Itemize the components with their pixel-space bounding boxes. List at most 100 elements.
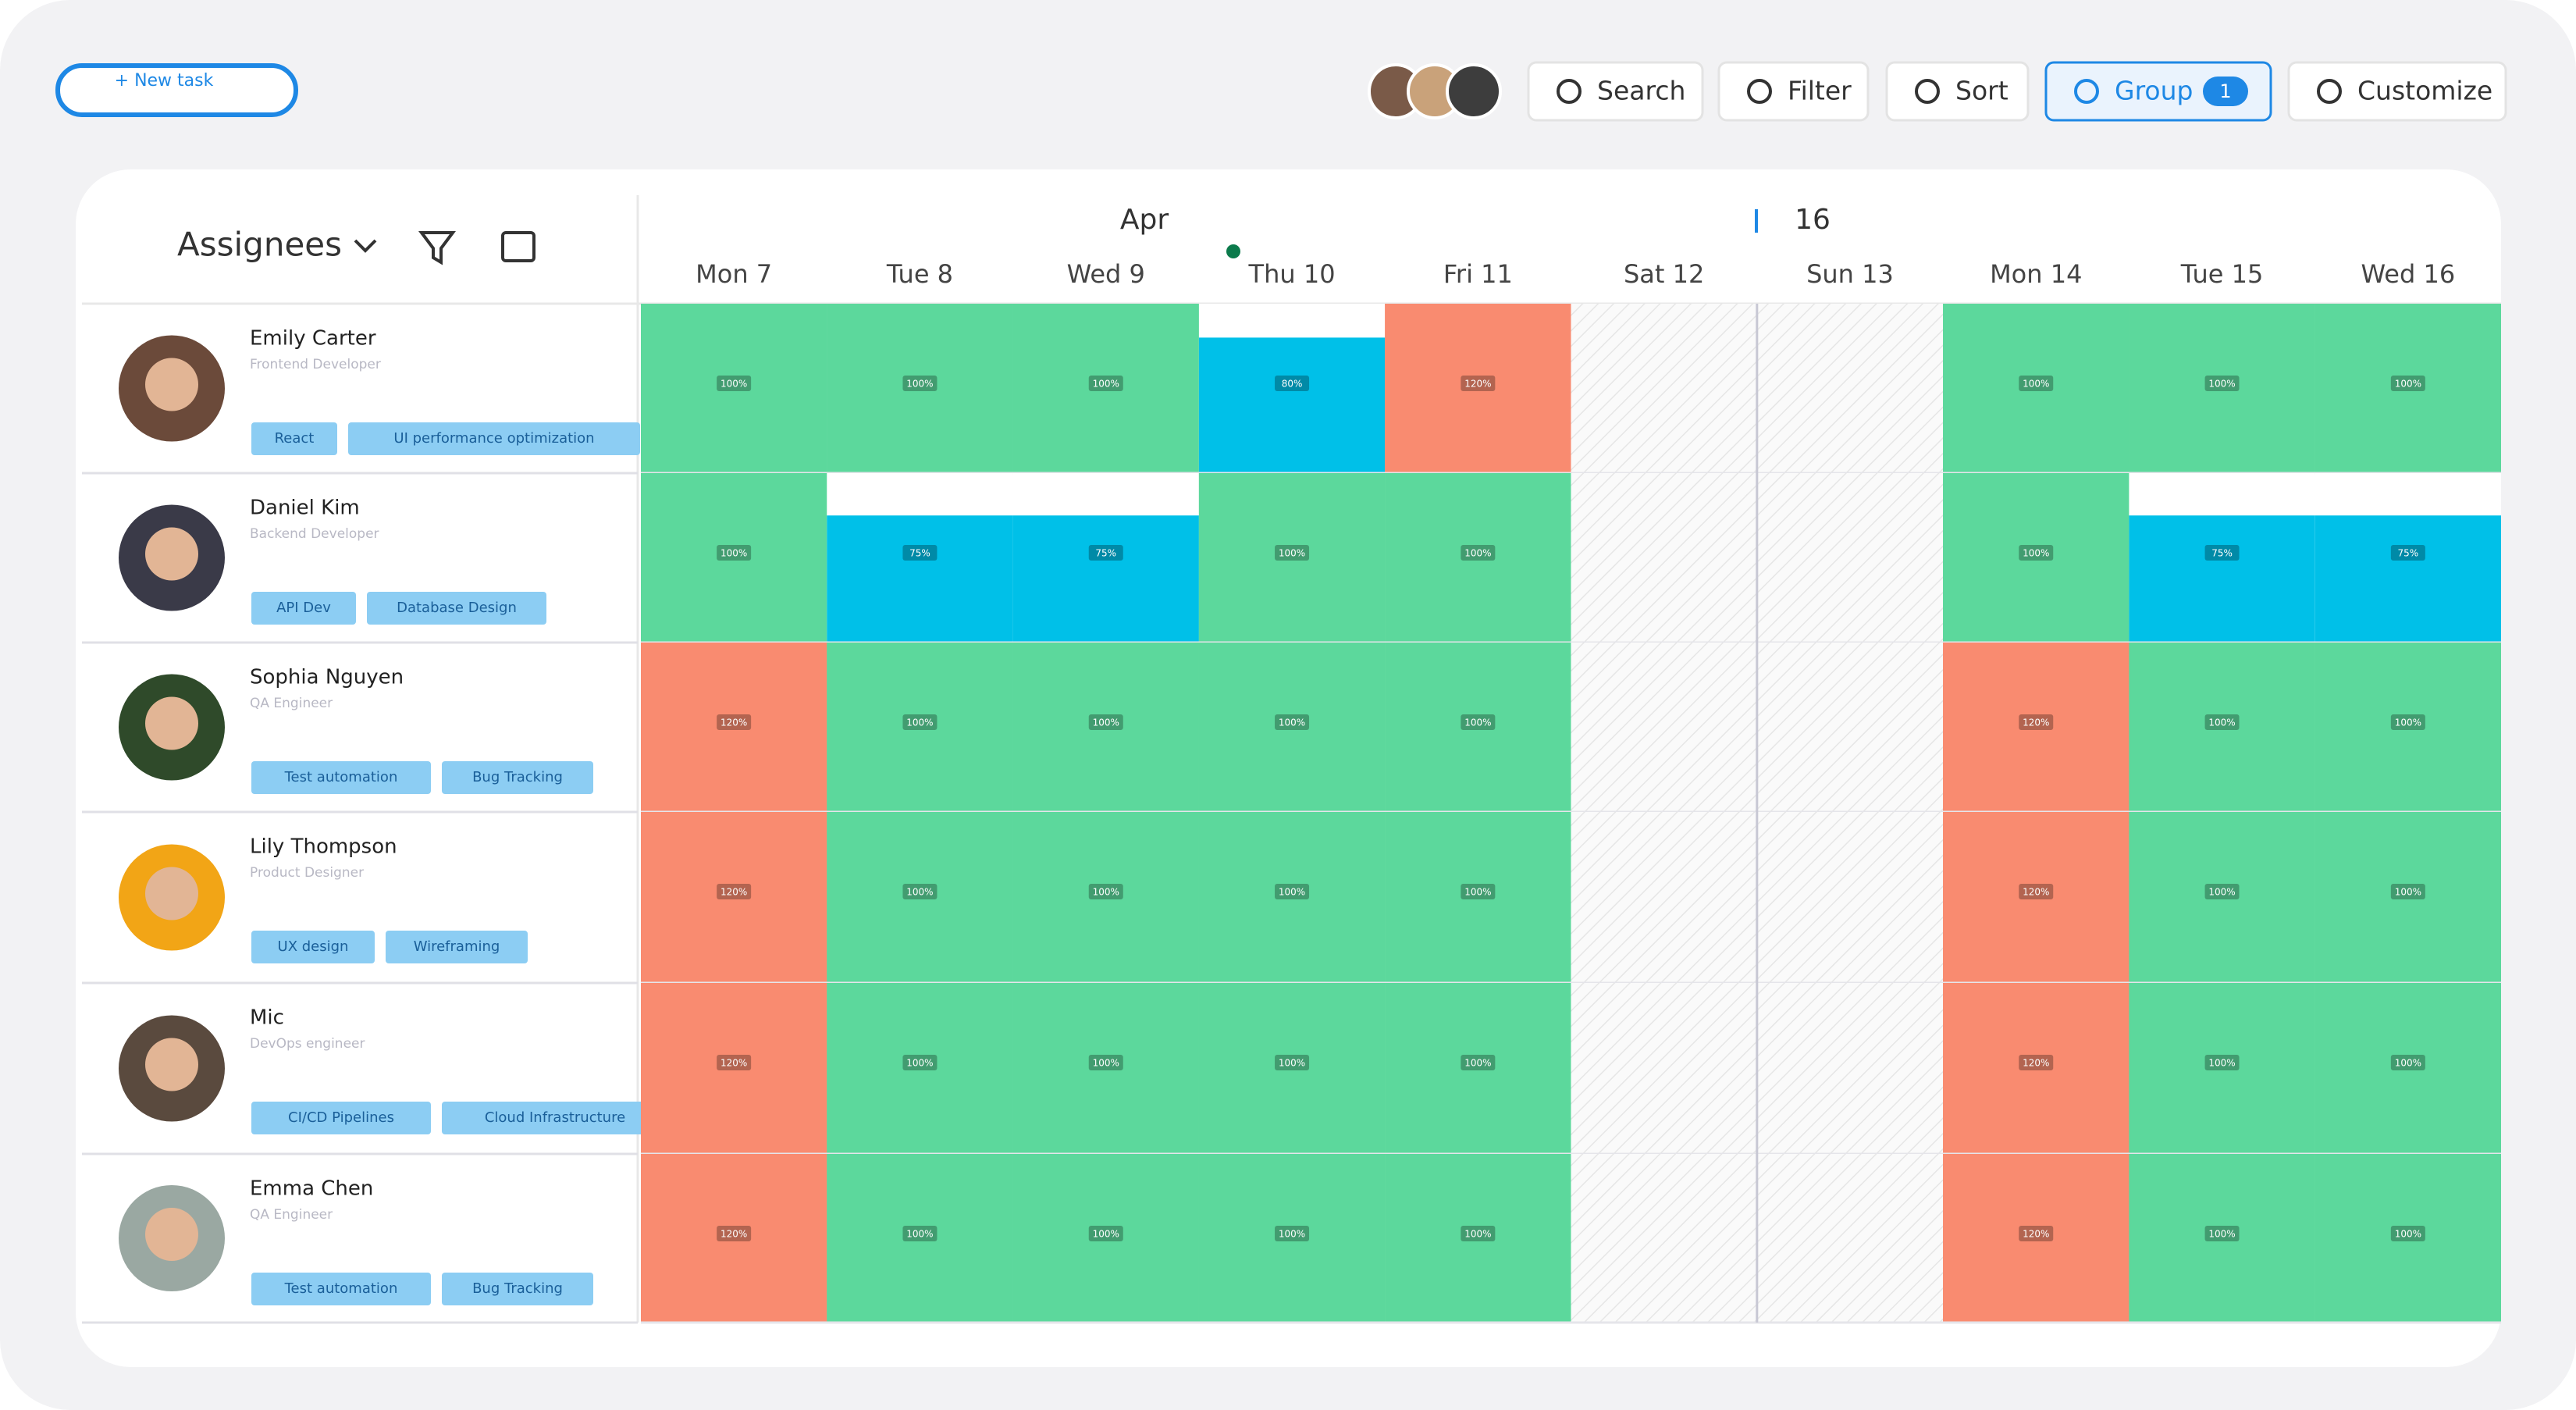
- column-title: Assignees: [177, 226, 342, 264]
- load-badge: [902, 1055, 938, 1070]
- day-label: Tue 15: [2180, 259, 2264, 289]
- load-badge: [1275, 1226, 1310, 1241]
- button-icon: [1915, 79, 1940, 104]
- load-badge: [1088, 1055, 1123, 1070]
- load-label: 100%: [2208, 379, 2235, 390]
- avatar-face: [145, 696, 198, 750]
- load-badge: [717, 1226, 752, 1241]
- load-badge: [717, 884, 752, 899]
- load-cell: [2129, 812, 2315, 983]
- load-badge: [1088, 714, 1123, 730]
- toolbar-button[interactable]: [1717, 61, 1870, 122]
- load-cell: [2129, 515, 2315, 643]
- load-cell: [1385, 643, 1571, 812]
- load-label: 100%: [1464, 717, 1491, 728]
- load-label: 120%: [1464, 379, 1491, 390]
- toolbar-button[interactable]: [1527, 61, 1704, 122]
- load-badge: [1088, 376, 1123, 391]
- load-label: 100%: [2395, 887, 2421, 898]
- toolbar-button[interactable]: [2287, 61, 2507, 122]
- load-badge: [902, 376, 938, 391]
- avatar: [1446, 63, 1502, 119]
- chevron: [354, 239, 377, 253]
- skill-tag: [251, 761, 431, 794]
- load-badge: [717, 545, 752, 561]
- load-badge: [902, 1226, 938, 1241]
- load-badge: [2019, 884, 2054, 899]
- load-badge: [2204, 1055, 2240, 1070]
- load-label: 100%: [1093, 1058, 1119, 1069]
- button-icon: [1557, 79, 1582, 104]
- button-icon: [2317, 79, 2342, 104]
- load-cell: [2314, 812, 2501, 983]
- toolbar-button[interactable]: [1885, 61, 2030, 122]
- load-badge: [1461, 714, 1496, 730]
- skill-tag: [251, 422, 337, 455]
- load-cell: [1012, 515, 1199, 643]
- load-label: 100%: [2023, 379, 2049, 390]
- button-icon: [1747, 79, 1772, 104]
- skill-tag: [386, 931, 528, 963]
- weekend-cell: [1756, 304, 1944, 473]
- load-label: 100%: [2395, 717, 2421, 728]
- skill-label: Test automation: [284, 769, 398, 785]
- weekend-cell: [1571, 304, 1757, 473]
- button-label: Search: [1597, 76, 1685, 106]
- assignee-role: Product Designer: [250, 865, 364, 881]
- load-badge: [902, 884, 938, 899]
- load-label: 100%: [2208, 1229, 2235, 1240]
- load-label: 100%: [1279, 887, 1305, 898]
- button-label: Group: [2115, 76, 2193, 106]
- new-task-label: + New task: [115, 71, 214, 91]
- load-cell: [2314, 643, 2501, 812]
- load-badge: [1461, 1226, 1496, 1241]
- load-label: 100%: [906, 1058, 933, 1069]
- load-badge: [2390, 1226, 2425, 1241]
- load-label: 100%: [2395, 379, 2421, 390]
- load-label: 120%: [720, 1229, 747, 1240]
- weekend-cell: [1571, 643, 1757, 812]
- load-label: 100%: [1279, 548, 1305, 559]
- assignee-name: Mic: [250, 1006, 284, 1030]
- weekend-cell: [1571, 1154, 1757, 1323]
- load-badge: [2204, 714, 2240, 730]
- skill-tag: [442, 761, 593, 794]
- day-label: Tue 8: [886, 259, 953, 289]
- load-badge: [2019, 1055, 2054, 1070]
- load-cell: [1943, 1154, 2129, 1323]
- load-label: 100%: [2208, 717, 2235, 728]
- skill-label: UI performance optimization: [393, 430, 594, 447]
- filter-icon: [418, 231, 456, 265]
- load-cell: [1385, 1154, 1571, 1323]
- load-cell: [1012, 643, 1199, 812]
- group-count-badge: [2203, 77, 2248, 106]
- assignee-role: Backend Developer: [250, 526, 379, 542]
- load-label: 100%: [2395, 1058, 2421, 1069]
- load-label: 100%: [1279, 1058, 1305, 1069]
- load-cell: [1198, 812, 1386, 983]
- skill-tag: [251, 1273, 431, 1305]
- load-badge: [2390, 545, 2425, 561]
- load-label: 100%: [1279, 717, 1305, 728]
- load-badge: [2019, 545, 2054, 561]
- load-badge: [717, 376, 752, 391]
- load-label: 120%: [720, 1058, 747, 1069]
- load-cell: [1943, 304, 2129, 473]
- load-badge: [1088, 545, 1123, 561]
- load-cell: [641, 643, 827, 812]
- load-badge: [1461, 376, 1496, 391]
- new-task-button[interactable]: [55, 63, 298, 117]
- load-badge: [717, 1055, 752, 1070]
- load-cell: [1385, 983, 1571, 1154]
- skill-tag: [442, 1102, 668, 1134]
- load-badge: [2019, 376, 2054, 391]
- load-cell: [1943, 812, 2129, 983]
- weekend-cell: [1756, 1154, 1944, 1323]
- load-badge: [1275, 1055, 1310, 1070]
- load-label: 100%: [1464, 887, 1491, 898]
- load-label: 100%: [1279, 1229, 1305, 1240]
- skill-label: Wireframing: [414, 938, 500, 955]
- button-icon: [2074, 79, 2099, 104]
- load-badge: [1461, 884, 1496, 899]
- skill-label: CI/CD Pipelines: [288, 1109, 394, 1126]
